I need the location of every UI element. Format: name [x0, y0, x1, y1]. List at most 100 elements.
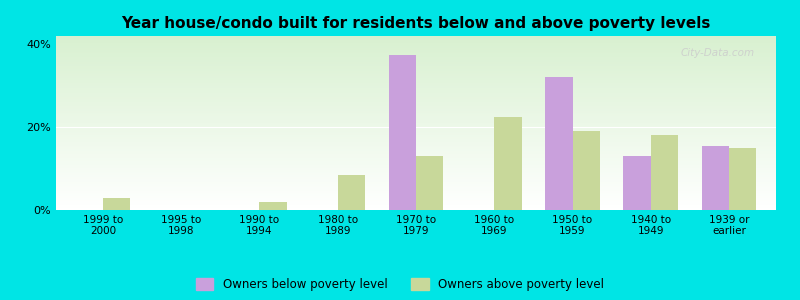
Bar [56, 80, 776, 81]
Bar [56, 149, 776, 151]
Bar [56, 151, 776, 153]
Bar [56, 134, 776, 135]
Bar [56, 92, 776, 93]
Bar [56, 186, 776, 188]
Bar [56, 62, 776, 64]
Bar [56, 106, 776, 107]
Bar [56, 206, 776, 208]
Bar [56, 135, 776, 137]
Bar [56, 83, 776, 85]
Bar [56, 184, 776, 186]
Bar [56, 46, 776, 48]
Bar [56, 111, 776, 112]
Bar [56, 93, 776, 95]
Bar [56, 175, 776, 177]
Bar [56, 168, 776, 170]
Bar [56, 161, 776, 163]
Bar [729, 148, 757, 210]
Bar [56, 43, 776, 45]
Bar [56, 146, 776, 147]
Bar [56, 173, 776, 175]
Bar [545, 77, 573, 210]
Bar [56, 41, 776, 43]
Bar [56, 188, 776, 189]
Bar [56, 153, 776, 154]
Bar [56, 140, 776, 142]
Bar [56, 142, 776, 144]
Bar [56, 156, 776, 158]
Legend: Owners below poverty level, Owners above poverty level: Owners below poverty level, Owners above… [196, 278, 604, 291]
Bar [56, 71, 776, 73]
Bar [56, 36, 776, 38]
Bar [56, 194, 776, 196]
Bar [56, 179, 776, 180]
Bar [56, 112, 776, 114]
Bar [56, 193, 776, 194]
Bar [56, 127, 776, 128]
Bar [56, 201, 776, 203]
Bar [56, 132, 776, 134]
Bar [56, 64, 776, 66]
Bar [56, 147, 776, 149]
Bar [56, 137, 776, 139]
Bar [56, 58, 776, 60]
Bar [56, 123, 776, 125]
Bar [56, 170, 776, 172]
Text: City-Data.com: City-Data.com [680, 48, 754, 58]
Bar [56, 118, 776, 119]
Bar [389, 55, 416, 210]
Bar [56, 60, 776, 62]
Bar [56, 38, 776, 40]
Bar [56, 139, 776, 140]
Bar [56, 57, 776, 58]
Bar [56, 158, 776, 160]
Bar [56, 66, 776, 67]
Bar [56, 121, 776, 123]
Bar [56, 40, 776, 41]
Bar [338, 175, 365, 210]
Bar [103, 198, 130, 210]
Bar [56, 200, 776, 201]
Bar [56, 196, 776, 198]
Bar [56, 48, 776, 50]
Bar [56, 163, 776, 165]
Bar [56, 167, 776, 168]
Bar [56, 130, 776, 132]
Bar [56, 165, 776, 167]
Bar [56, 160, 776, 161]
Bar [56, 99, 776, 100]
Bar [623, 156, 650, 210]
Bar [56, 128, 776, 130]
Bar [56, 203, 776, 205]
Bar [56, 109, 776, 111]
Bar [56, 67, 776, 69]
Bar [56, 208, 776, 210]
Bar [494, 117, 522, 210]
Bar [56, 100, 776, 102]
Bar [56, 55, 776, 57]
Bar [56, 88, 776, 90]
Bar [56, 116, 776, 118]
Bar [56, 205, 776, 206]
Bar [56, 81, 776, 83]
Bar [56, 86, 776, 88]
Bar [56, 102, 776, 104]
Bar [56, 172, 776, 173]
Bar [56, 76, 776, 78]
Bar [56, 177, 776, 179]
Bar [56, 52, 776, 53]
Bar [56, 114, 776, 116]
Bar [650, 135, 678, 210]
Bar [56, 180, 776, 182]
Bar [56, 191, 776, 193]
Bar [573, 131, 600, 210]
Bar [56, 74, 776, 76]
Bar [56, 50, 776, 52]
Bar [56, 53, 776, 55]
Bar [56, 125, 776, 127]
Bar [56, 69, 776, 71]
Bar [56, 189, 776, 191]
Bar [56, 182, 776, 184]
Bar [56, 144, 776, 146]
Bar [56, 90, 776, 92]
